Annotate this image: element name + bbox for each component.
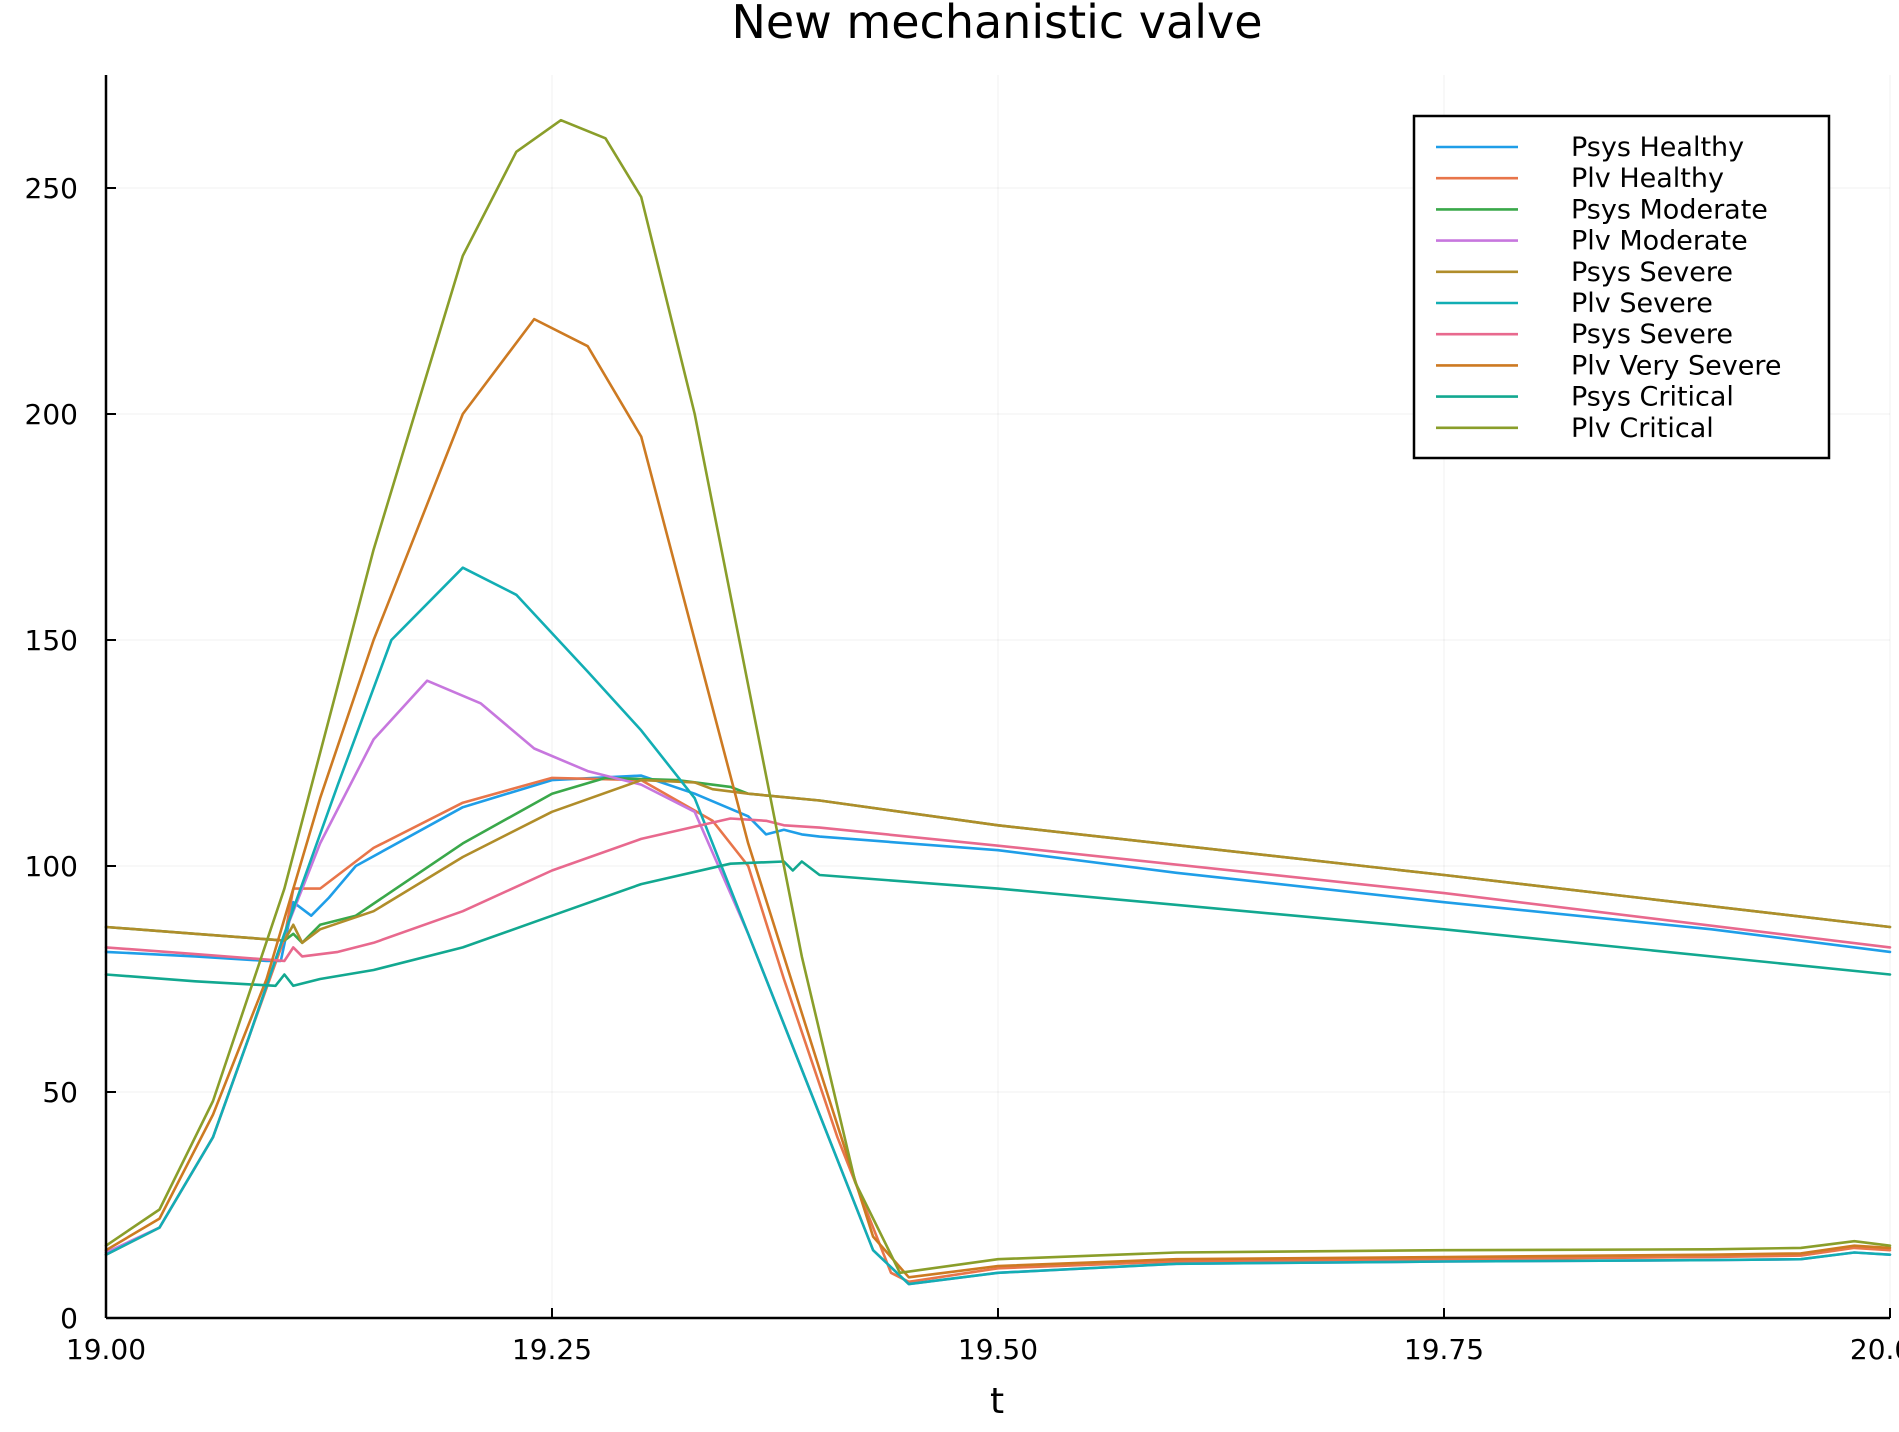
legend-label-8: Psys Critical (1571, 382, 1734, 413)
series-line-9 (104, 118, 1892, 1275)
legend-label-2: Psys Moderate (1571, 194, 1768, 225)
legend-label-6: Psys Severe (1571, 319, 1733, 350)
x-tick-label-3: 19.75 (1404, 1333, 1484, 1366)
tick-labels: 19.00 19.25 19.50 19.75 20.00 0 50 100 150 200 250 (25, 172, 1899, 1366)
legend-label-0: Psys Healthy (1571, 132, 1744, 163)
legend-label-3: Plv Moderate (1571, 226, 1748, 257)
y-tick-label-5: 250 (25, 172, 78, 205)
series-line-7 (104, 317, 1892, 1279)
series-line-6 (104, 817, 1892, 963)
series-line-4 (104, 778, 1892, 945)
legend-label-9: Plv Critical (1571, 413, 1714, 444)
series-line-0 (104, 774, 1892, 963)
y-tick-label-0: 0 (60, 1302, 78, 1335)
legend-label-1: Plv Healthy (1571, 163, 1724, 194)
y-tick-label-2: 100 (25, 850, 78, 883)
x-tick-label-0: 19.00 (66, 1333, 146, 1366)
x-tick-label-2: 19.50 (958, 1333, 1038, 1366)
series-line-8 (104, 860, 1892, 988)
y-tick-label-1: 50 (42, 1076, 78, 1109)
legend-label-5: Plv Severe (1571, 288, 1713, 319)
legend-box (1412, 114, 1831, 460)
chart-title: New mechanistic valve (731, 0, 1262, 49)
x-tick-label-4: 20.00 (1850, 1333, 1899, 1366)
plot-series (104, 118, 1892, 1286)
x-tick-label-1: 19.25 (512, 1333, 592, 1366)
legend-label-4: Psys Severe (1571, 257, 1733, 288)
y-tick-label-3: 150 (25, 624, 78, 657)
legend-label-7: Plv Very Severe (1571, 350, 1781, 381)
x-axis-label: t (990, 1381, 1004, 1422)
series-line-5 (104, 566, 1892, 1286)
y-tick-label-4: 200 (25, 398, 78, 431)
